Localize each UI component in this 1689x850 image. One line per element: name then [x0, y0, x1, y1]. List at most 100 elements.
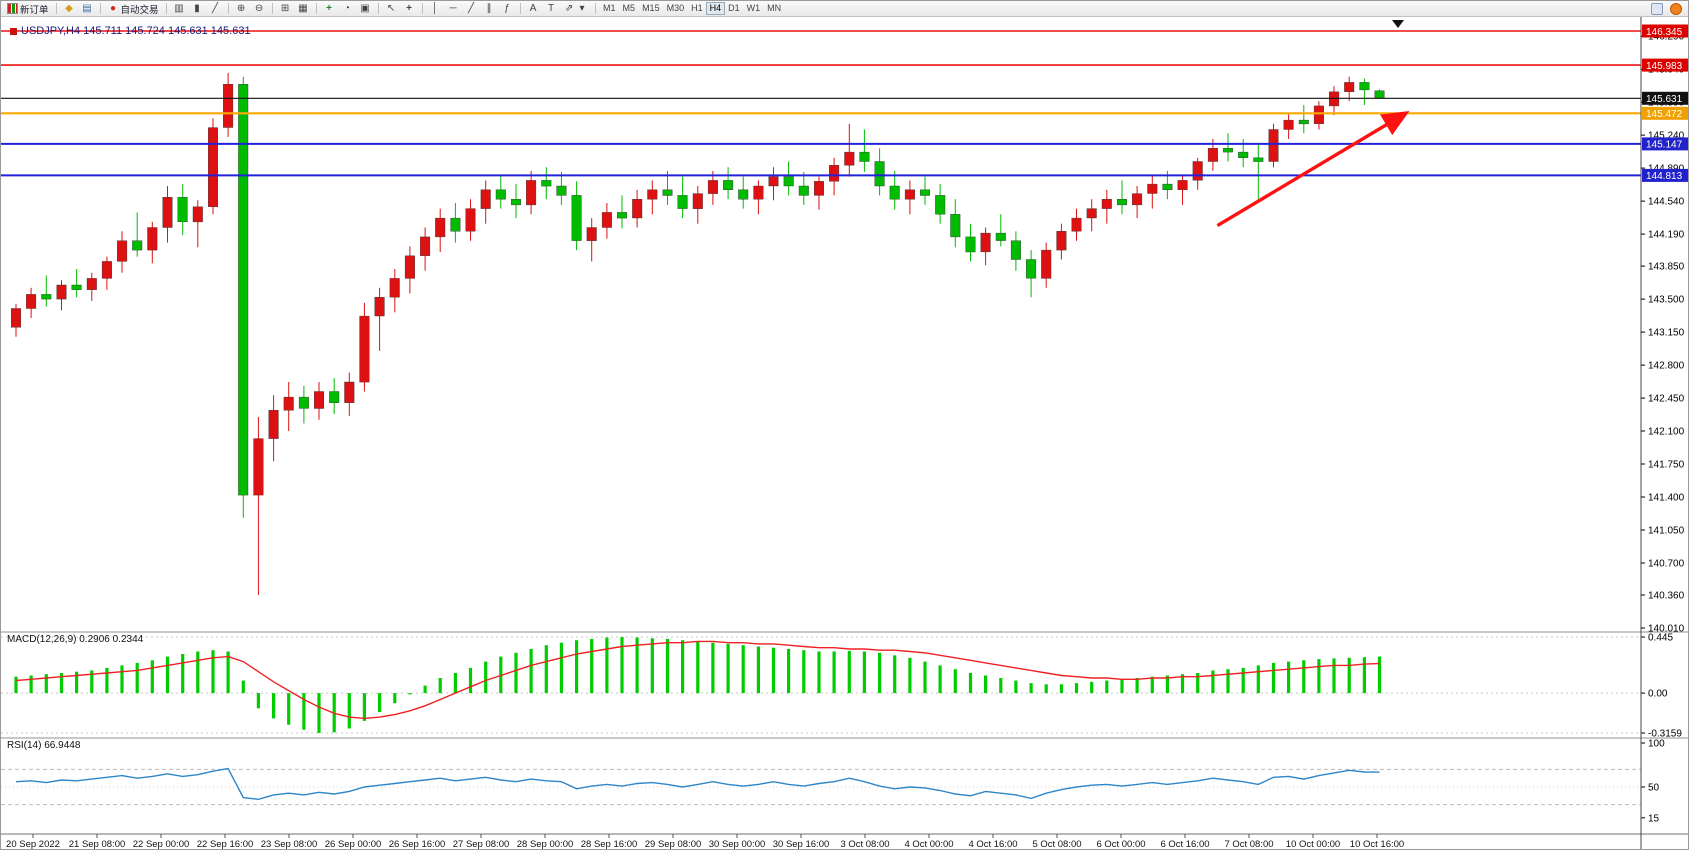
- timeframe-h4[interactable]: H4: [706, 2, 725, 15]
- search-icon: [1651, 2, 1663, 15]
- timeframe-m30[interactable]: M30: [663, 2, 688, 15]
- price-scale-label: 144.190: [1648, 230, 1685, 241]
- time-axis-label: 5 Oct 08:00: [1032, 839, 1081, 850]
- toolbar-separator: [271, 3, 273, 14]
- fibonacci-button[interactable]: ƒ: [499, 2, 516, 16]
- auto-trading-button[interactable]: ● 自动交易: [105, 2, 162, 16]
- price-badge-145.983: 145.983: [1642, 58, 1688, 72]
- price-badge-145.631: 145.631: [1642, 91, 1688, 105]
- time-axis-label: 26 Sep 00:00: [325, 839, 382, 850]
- toolbar-separator: [377, 3, 379, 14]
- new-order-icon: [7, 3, 18, 14]
- indicators-button[interactable]: +: [321, 2, 338, 16]
- time-axis-label: 26 Sep 16:00: [389, 839, 446, 850]
- macd-scale-label: -0.3159: [1648, 729, 1682, 740]
- time-axis-label: 22 Sep 16:00: [197, 839, 254, 850]
- svg-text:146.345: 146.345: [1646, 27, 1683, 38]
- cascade-windows-button[interactable]: ▦: [295, 2, 312, 16]
- line-chart-button[interactable]: ╱: [207, 2, 224, 16]
- shapes-button[interactable]: ⇗ ▾: [561, 2, 591, 16]
- new-order-button[interactable]: 新订单: [4, 2, 52, 16]
- tile-windows-button[interactable]: ⊞: [277, 2, 294, 16]
- shapes-icon: ⇗: [564, 2, 574, 14]
- timeframe-d1[interactable]: D1: [725, 2, 744, 15]
- text-button[interactable]: A: [525, 2, 542, 16]
- svg-text:145.983: 145.983: [1646, 61, 1683, 72]
- time-axis-label: 30 Sep 16:00: [773, 839, 830, 850]
- timeframe-m1[interactable]: M1: [600, 2, 620, 15]
- zoom-in-icon: ⊕: [236, 2, 246, 14]
- time-axis-label: 10 Oct 00:00: [1286, 839, 1340, 850]
- time-axis-label: 20 Sep 2022: [6, 839, 60, 850]
- price-scale-label: 143.850: [1648, 262, 1685, 273]
- notifications-button[interactable]: [1667, 2, 1685, 16]
- time-axis-label: 3 Oct 08:00: [840, 839, 889, 850]
- price-scale-label: 140.360: [1648, 591, 1685, 602]
- chart-canvas[interactable]: 0.4450.00-0.31591005015146.290145.940145…: [1, 17, 1689, 850]
- svg-text:145.631: 145.631: [1646, 94, 1683, 105]
- price-scale-label: 142.450: [1648, 394, 1685, 405]
- periods-button[interactable]: ◔: [339, 2, 356, 16]
- zoom-out-button[interactable]: ⊖: [251, 2, 268, 16]
- bar-chart-icon: ▥: [174, 2, 184, 14]
- charts-button[interactable]: ◆: [61, 2, 78, 16]
- toolbar-separator: [227, 3, 229, 14]
- time-axis-label: 27 Sep 08:00: [453, 839, 510, 850]
- channel-icon: ∥: [486, 2, 492, 14]
- price-scale-label: 141.050: [1648, 526, 1685, 537]
- channel-button[interactable]: ∥: [481, 2, 498, 16]
- label-button[interactable]: T: [543, 2, 560, 16]
- time-axis-label: 29 Sep 08:00: [645, 839, 702, 850]
- market-watch-icon: ▤: [82, 2, 92, 14]
- timeframe-m15[interactable]: M15: [639, 2, 664, 15]
- timeframe-m5[interactable]: M5: [619, 2, 639, 15]
- price-scale-label: 140.010: [1648, 624, 1685, 635]
- vertical-line-button[interactable]: │: [427, 2, 444, 16]
- macd-scale-label: 0.445: [1648, 633, 1673, 644]
- price-badge-144.813: 144.813: [1642, 168, 1688, 182]
- time-axis-label: 7 Oct 08:00: [1224, 839, 1273, 850]
- trendline-button[interactable]: ╱: [463, 2, 480, 16]
- horizontal-line-button[interactable]: ─: [445, 2, 462, 16]
- timeframe-mn[interactable]: MN: [764, 2, 785, 15]
- price-scale-label: 141.400: [1648, 493, 1685, 504]
- toolbar-separator: [519, 3, 521, 14]
- timeframe-w1[interactable]: W1: [743, 2, 764, 15]
- rsi-scale-label: 50: [1648, 783, 1660, 794]
- price-scale-label: 141.750: [1648, 460, 1685, 471]
- tile-windows-icon: ⊞: [280, 2, 290, 14]
- svg-text:145.147: 145.147: [1646, 140, 1683, 151]
- zoom-in-button[interactable]: ⊕: [233, 2, 250, 16]
- price-scale-label: 140.700: [1648, 559, 1685, 570]
- crosshair-button[interactable]: +: [401, 2, 418, 16]
- rsi-line: [15, 767, 1380, 801]
- search-button[interactable]: [1648, 2, 1666, 16]
- timeframe-h1[interactable]: H1: [688, 2, 707, 15]
- templates-button[interactable]: ▣: [357, 2, 374, 16]
- chart-bg[interactable]: [1, 17, 1689, 850]
- time-axis-label: 4 Oct 16:00: [968, 839, 1017, 850]
- label-icon: T: [547, 2, 555, 14]
- cursor-button[interactable]: ↖: [383, 2, 400, 16]
- market-watch-button[interactable]: ▤: [79, 2, 96, 16]
- candlestick-series: [10, 72, 1385, 595]
- time-axis-label: 30 Sep 00:00: [709, 839, 766, 850]
- horizontal-line-icon: ─: [449, 2, 457, 14]
- trend-arrow[interactable]: [1216, 110, 1410, 228]
- crosshair-icon: +: [406, 2, 412, 14]
- toolbar-separator: [165, 3, 167, 14]
- auto-trading-icon: ●: [109, 2, 117, 14]
- candlestick-button[interactable]: ▮: [189, 2, 206, 16]
- rsi-scale-label: 15: [1648, 813, 1660, 824]
- line-chart-icon: ╱: [212, 2, 219, 14]
- price-scale-label: 143.150: [1648, 328, 1685, 339]
- price-scale-label: 143.500: [1648, 295, 1685, 306]
- trendline-icon: ╱: [468, 2, 475, 14]
- bar-chart-button[interactable]: ▥: [171, 2, 188, 16]
- time-axis-label: 10 Oct 16:00: [1350, 839, 1404, 850]
- fibonacci-icon: ƒ: [504, 2, 510, 14]
- macd-scale-label: 0.00: [1648, 689, 1668, 700]
- time-axis-label: 4 Oct 00:00: [904, 839, 953, 850]
- toolbar-separator: [421, 3, 423, 14]
- cursor-icon: ↖: [386, 2, 396, 14]
